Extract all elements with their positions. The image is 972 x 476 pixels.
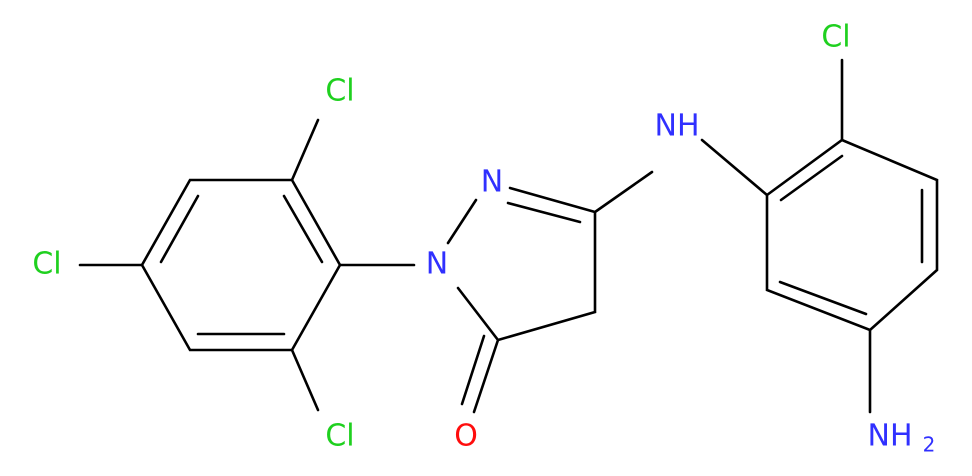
atom-label: NH: [868, 419, 913, 454]
bonds: [78, 58, 939, 414]
atom-label: Cl: [325, 74, 354, 109]
atom-label: Cl: [325, 419, 354, 454]
atom-label: NH: [655, 109, 700, 144]
atom-label: N: [426, 247, 448, 282]
atom-label: N: [481, 165, 503, 200]
atom-subscript: 2: [923, 433, 936, 457]
atom-label: Cl: [821, 20, 850, 55]
atom-label: Cl: [32, 247, 61, 282]
atom-label: O: [454, 419, 478, 454]
